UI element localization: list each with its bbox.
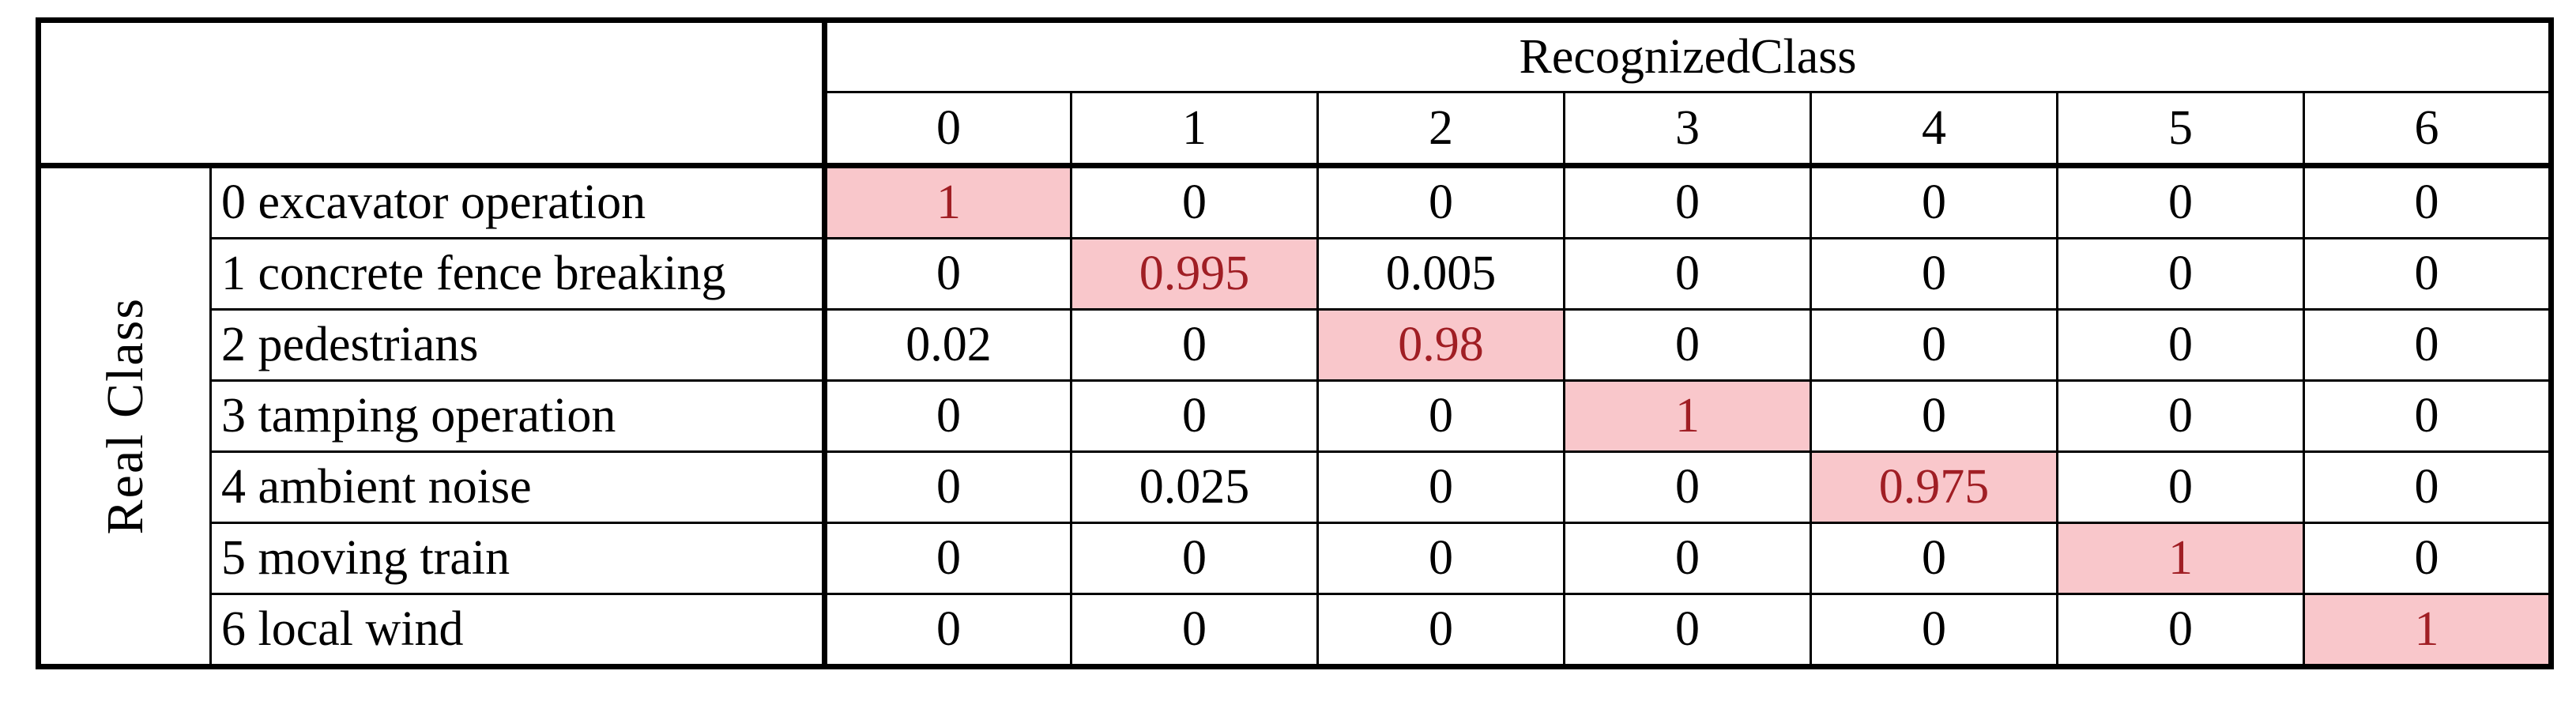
matrix-cell-3-1: 0 [1070,379,1319,453]
matrix-cell-2-0: 0.02 [823,308,1072,382]
table-row: 3 tamping operation 0 0 0 1 0 0 0 [39,379,2553,453]
matrix-cell-6-3: 0 [1563,593,1812,668]
matrix-cell-4-3: 0 [1563,450,1812,524]
matrix-cell-3-2: 0 [1316,379,1565,453]
matrix-cell-4-5: 0 [2056,450,2305,524]
table-row: 2 pedestrians 0.02 0 0.98 0 0 0 0 [39,308,2553,382]
matrix-cell-1-1: 0.995 [1070,237,1319,311]
matrix-cell-6-4: 0 [1810,593,2058,668]
matrix-cell-5-2: 0 [1316,522,1565,595]
corner-cell [37,19,827,168]
recognized-class-header: RecognizedClass [823,19,2553,93]
matrix-cell-2-5: 0 [2056,308,2305,382]
matrix-cell-4-0: 0 [823,450,1072,524]
matrix-cell-6-1: 0 [1070,593,1319,668]
matrix-cell-2-6: 0 [2302,308,2553,382]
column-header-6: 6 [2302,91,2553,168]
matrix-cell-3-3: 1 [1563,379,1812,453]
matrix-cell-2-2: 0.98 [1316,308,1565,382]
column-header-4: 4 [1810,91,2058,168]
matrix-cell-1-3: 0 [1563,237,1812,311]
matrix-cell-6-0: 0 [823,593,1072,668]
matrix-cell-5-4: 0 [1810,522,2058,595]
matrix-cell-1-0: 0 [823,237,1072,311]
matrix-cell-4-1: 0.025 [1070,450,1319,524]
matrix-cell-1-6: 0 [2302,237,2553,311]
matrix-cell-0-3: 0 [1563,164,1812,239]
row-label-cell: 1 concrete fence breaking [209,237,827,311]
matrix-cell-1-2: 0.005 [1316,237,1565,311]
matrix-cell-0-2: 0 [1316,164,1565,239]
column-header-5: 5 [2056,91,2305,168]
matrix-cell-5-1: 0 [1070,522,1319,595]
matrix-cell-0-1: 0 [1070,164,1319,239]
matrix-cell-0-6: 0 [2302,164,2553,239]
column-header-1: 1 [1070,91,1319,168]
column-header-0: 0 [823,91,1072,168]
matrix-cell-0-5: 0 [2056,164,2305,239]
matrix-cell-2-1: 0 [1070,308,1319,382]
matrix-cell-4-6: 0 [2302,450,2553,524]
matrix-cell-5-0: 0 [823,522,1072,595]
matrix-cell-5-6: 0 [2302,522,2553,595]
matrix-cell-5-3: 0 [1563,522,1812,595]
row-label-cell: 6 local wind [209,593,827,668]
matrix-cell-2-3: 0 [1563,308,1812,382]
header-row-title: RecognizedClass [37,19,2553,168]
matrix-cell-6-2: 0 [1316,593,1565,668]
matrix-cell-4-4: 0.975 [1810,450,2058,524]
table-row: 6 local wind 0 0 0 0 0 0 1 [39,593,2553,668]
row-label-cell: 2 pedestrians [209,308,827,382]
matrix-cell-3-0: 0 [823,379,1072,453]
table-row: 4 ambient noise 0 0.025 0 0 0.975 0 0 [39,450,2553,524]
table-row: Real Class 0 excavator operation 1 0 0 0 0 0 0 [37,164,2553,668]
matrix-cell-0-4: 0 [1810,164,2058,239]
row-label-cell: 4 ambient noise [209,450,827,524]
matrix-cell-3-6: 0 [2302,379,2553,453]
matrix-cell-2-4: 0 [1810,308,2058,382]
real-class-label: Real Class [96,297,154,535]
table-row: 5 moving train 0 0 0 0 0 1 0 [39,522,2553,595]
row-label-cell: 0 excavator operation [209,164,827,239]
matrix-cell-1-4: 0 [1810,237,2058,311]
row-label-cell: 3 tamping operation [209,379,827,453]
matrix-cell-5-5: 1 [2056,522,2305,595]
column-header-3: 3 [1563,91,1812,168]
matrix-cell-4-2: 0 [1316,450,1565,524]
table-row: 1 concrete fence breaking 0 0.995 0.005 0 0 0 0 [39,237,2553,311]
matrix-cell-3-4: 0 [1810,379,2058,453]
real-class-header-cell: Real Class [37,164,212,668]
matrix-cell-1-5: 0 [2056,237,2305,311]
row-label-cell: 5 moving train [209,522,827,595]
matrix-cell-6-6: 1 [2302,593,2553,668]
matrix-cell-0-0: 1 [823,164,1072,239]
column-header-2: 2 [1316,91,1565,168]
matrix-cell-6-5: 0 [2056,593,2305,668]
matrix-cell-3-5: 0 [2056,379,2305,453]
